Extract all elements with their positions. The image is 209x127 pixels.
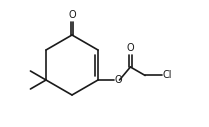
Text: O: O <box>115 75 122 85</box>
Text: O: O <box>68 11 76 20</box>
Text: Cl: Cl <box>163 70 172 81</box>
Text: O: O <box>127 43 134 53</box>
